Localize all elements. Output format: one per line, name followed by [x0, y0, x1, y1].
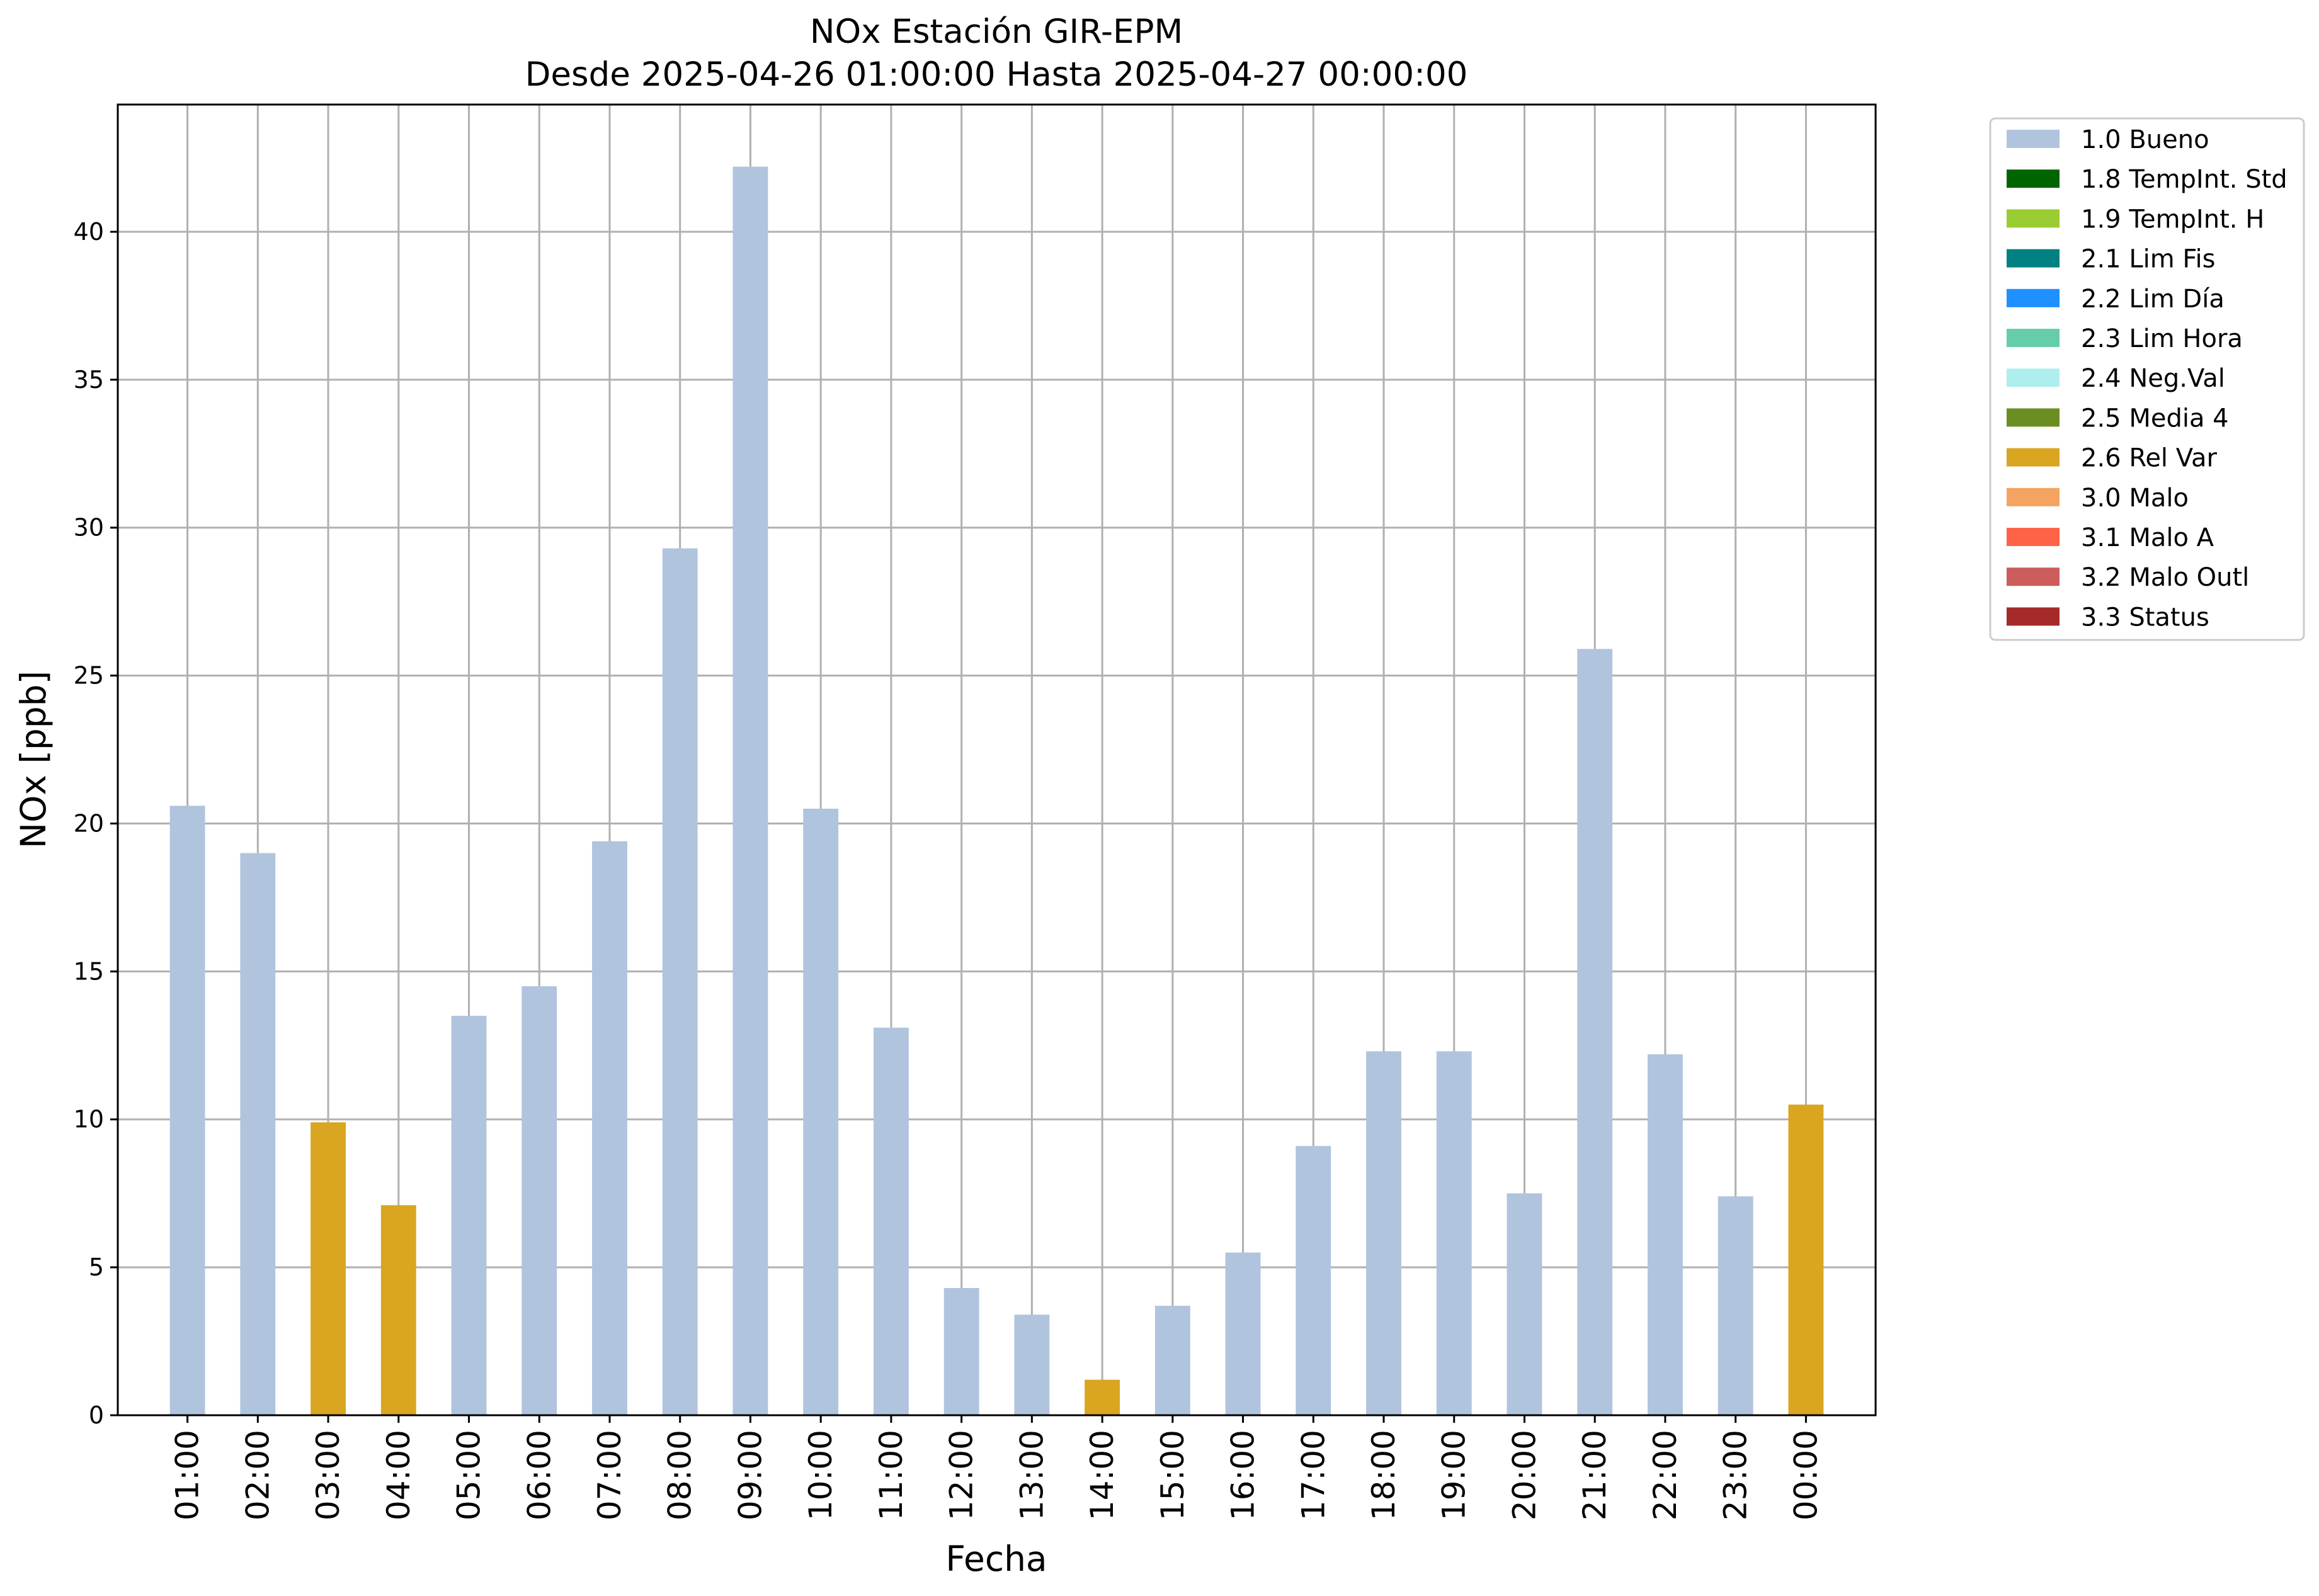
legend-swatch: [2007, 169, 2060, 188]
y-tick-label: 15: [74, 957, 104, 985]
bar-18:00: [1366, 1051, 1401, 1415]
x-tick-label: 05:00: [451, 1430, 487, 1520]
legend-swatch: [2007, 408, 2060, 427]
bar-23:00: [1718, 1196, 1753, 1415]
plot-area-frame: [117, 103, 1877, 1416]
y-axis-ticks: 0 5 10 15 20 25 30 35 40: [74, 218, 118, 1429]
x-tick-label: 04:00: [380, 1430, 417, 1520]
chart-title-line1: NOx Estación GIR-EPM: [810, 13, 1183, 51]
bar-03:00: [311, 1122, 346, 1415]
x-tick-label: 00:00: [1787, 1430, 1824, 1520]
y-tick-label: 0: [89, 1401, 104, 1429]
x-tick-label: 20:00: [1506, 1430, 1542, 1520]
x-tick-label: 01:00: [169, 1430, 206, 1520]
y-tick-label: 25: [74, 662, 104, 690]
x-tick-label: 13:00: [1013, 1430, 1050, 1520]
legend-label: 2.1 Lim Fis: [2081, 245, 2215, 274]
bar-17:00: [1296, 1146, 1331, 1415]
bar-22:00: [1647, 1054, 1683, 1415]
x-tick-label: 22:00: [1647, 1430, 1684, 1520]
legend-swatch: [2007, 329, 2060, 347]
bar-19:00: [1436, 1051, 1472, 1415]
bar-02:00: [240, 853, 276, 1415]
legend-label: 3.1 Malo A: [2081, 523, 2214, 552]
x-tick-label: 10:00: [802, 1430, 839, 1520]
legend-swatch: [2007, 209, 2060, 228]
legend-swatch: [2007, 567, 2060, 586]
x-tick-label: 12:00: [943, 1430, 980, 1520]
bar-10:00: [803, 809, 839, 1415]
legend-swatch: [2007, 288, 2060, 307]
x-tick-label: 03:00: [310, 1430, 346, 1520]
bar-04:00: [380, 1205, 416, 1415]
legend-swatch: [2007, 607, 2060, 626]
legend: 1.0 Bueno 1.8 TempInt. Std 1.9 TempInt. H 2…: [1989, 117, 2305, 641]
bar-13:00: [1014, 1314, 1050, 1415]
legend-swatch: [2007, 249, 2060, 268]
x-tick-label: 23:00: [1718, 1430, 1754, 1520]
legend-label: 1.8 TempInt. Std: [2081, 165, 2288, 194]
legend-label: 3.3 Status: [2081, 603, 2209, 632]
legend-label: 2.2 Lim Día: [2081, 285, 2225, 314]
chart-title-line2: Desde 2025-04-26 01:00:00 Hasta 2025-04-…: [525, 55, 1468, 94]
bars-group: [169, 166, 1824, 1416]
y-tick-label: 20: [74, 809, 104, 837]
legend-label: 2.5 Media 4: [2081, 404, 2229, 433]
x-tick-label: 16:00: [1225, 1430, 1262, 1520]
x-tick-label: 19:00: [1436, 1430, 1473, 1520]
y-tick-label: 30: [74, 514, 104, 542]
x-tick-label: 15:00: [1154, 1430, 1191, 1520]
x-tick-label: 21:00: [1576, 1430, 1613, 1520]
legend-label: 2.3 Lim Hora: [2081, 324, 2243, 353]
legend-label: 1.0 Bueno: [2081, 125, 2209, 154]
bar-05:00: [451, 1015, 487, 1415]
bar-14:00: [1085, 1379, 1120, 1415]
bar-07:00: [592, 841, 627, 1415]
y-tick-label: 5: [89, 1253, 104, 1281]
legend-swatch: [2007, 528, 2060, 546]
y-tick-label: 10: [74, 1105, 104, 1133]
bar-06:00: [521, 986, 557, 1415]
bar-01:00: [169, 806, 205, 1415]
y-tick-label: 35: [74, 366, 104, 394]
x-tick-label: 18:00: [1365, 1430, 1402, 1520]
legend-frame: [1989, 117, 2305, 641]
x-axis-ticks: 01:00 02:00 03:00 04:00 05:00 06:00 07:00 08:00…: [169, 1415, 1824, 1520]
bar-12:00: [943, 1288, 979, 1415]
legend-swatch: [2007, 487, 2060, 506]
y-axis-label: NOx [ppb]: [13, 671, 54, 848]
legend-label: 1.9 TempInt. H: [2081, 205, 2264, 234]
bar-21:00: [1577, 649, 1613, 1415]
x-tick-label: 09:00: [732, 1430, 768, 1520]
y-tick-label: 40: [74, 218, 104, 246]
bar-11:00: [873, 1027, 909, 1415]
x-axis-label: Fecha: [945, 1539, 1047, 1579]
legend-label: 3.0 Malo: [2081, 484, 2189, 513]
bar-08:00: [662, 548, 698, 1415]
x-tick-label: 06:00: [521, 1430, 557, 1520]
legend-swatch: [2007, 368, 2060, 387]
bar-09:00: [732, 166, 768, 1416]
legend-label: 2.6 Rel Var: [2081, 444, 2218, 473]
x-tick-label: 07:00: [591, 1430, 628, 1520]
x-tick-label: 17:00: [1295, 1430, 1331, 1520]
bar-20:00: [1507, 1193, 1542, 1415]
legend-swatch: [2007, 130, 2060, 148]
legend-label: 2.4 Neg.Val: [2081, 364, 2225, 393]
x-tick-label: 08:00: [662, 1430, 698, 1520]
x-tick-label: 14:00: [1084, 1430, 1120, 1520]
legend-swatch: [2007, 448, 2060, 467]
legend-label: 3.2 Malo Outl: [2081, 563, 2249, 592]
bar-16:00: [1225, 1252, 1261, 1415]
x-tick-label: 02:00: [239, 1430, 276, 1520]
x-tick-label: 11:00: [873, 1430, 909, 1520]
bar-15:00: [1154, 1306, 1190, 1415]
bar-00:00: [1788, 1104, 1824, 1415]
